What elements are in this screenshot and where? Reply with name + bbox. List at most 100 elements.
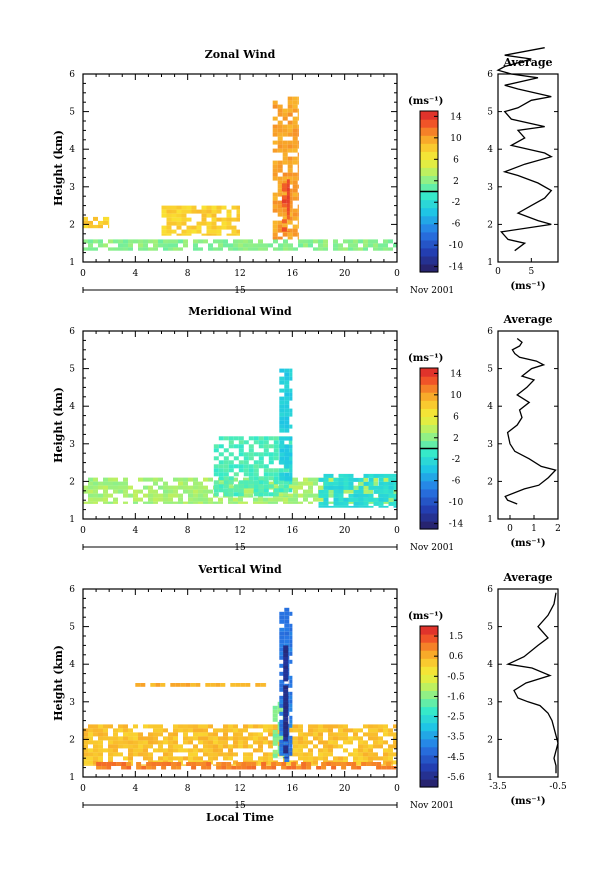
heatmap-cell [338, 243, 343, 248]
heatmap-cell [218, 752, 223, 757]
heatmap-cell [348, 243, 353, 248]
heatmap-cell [373, 489, 379, 494]
heatmap-cell [338, 744, 343, 749]
heatmap-cell [193, 481, 198, 486]
heatmap-cell [253, 464, 259, 469]
heatmap-cell [277, 132, 283, 137]
heatmap-cell [279, 452, 285, 457]
heatmap-cell [284, 452, 290, 457]
heatmap-cell [318, 724, 323, 729]
heatmap-cell [171, 213, 177, 218]
heatmap-cell [277, 164, 283, 169]
colorbar-tick-label: -6 [452, 477, 461, 487]
heatmap-cell [277, 140, 283, 145]
heatmap-cell [118, 740, 123, 745]
colorbar-segment [420, 448, 438, 458]
heatmap-cell [318, 756, 323, 761]
heatmap-cell [228, 728, 233, 733]
colorbar-segment [420, 472, 438, 482]
heatmap-cell [289, 611, 293, 616]
heatmap-cell [168, 744, 173, 749]
heatmap-cell [223, 728, 228, 733]
heatmap-cell [243, 440, 249, 445]
heatmap-cell [170, 683, 176, 687]
heatmap-cell [297, 236, 299, 240]
heatmap-cell [226, 221, 232, 226]
heatmap-cell [193, 732, 198, 737]
heatmap-cell [293, 477, 298, 482]
heatmap-cell [253, 452, 259, 457]
heatmap-cell [148, 752, 153, 757]
heatmap-cell [383, 764, 388, 766]
colorbar-tick-label: 6 [453, 412, 459, 422]
heatmap-cell [103, 501, 108, 504]
heatmap-cell [215, 683, 221, 687]
heatmap-cell [273, 724, 278, 729]
heatmap-cell [136, 766, 142, 770]
heatmap-cell [268, 752, 273, 757]
heatmap-cell [363, 243, 368, 248]
heatmap-cell [213, 752, 218, 757]
heatmap-cell [348, 505, 354, 508]
heatmap-cell [283, 488, 289, 493]
heatmap-cell [123, 247, 128, 251]
heatmap-cell [201, 766, 207, 770]
heatmap-cell [283, 239, 288, 244]
heatmap-cell [297, 124, 299, 129]
heatmap-cell [363, 752, 368, 757]
heatmap-cell [279, 719, 285, 724]
heatmap-cell [298, 736, 303, 741]
heatmap-cell [358, 485, 364, 490]
heatmap-cell [333, 501, 339, 506]
heatmap-cell [281, 231, 287, 232]
heatmap-cell [238, 247, 243, 251]
y-tick-label: 5 [69, 365, 75, 375]
heatmap-cell [143, 247, 148, 251]
heatmap-cell [313, 239, 318, 244]
heatmap-cell [188, 736, 193, 741]
heatmap-cell [148, 756, 153, 761]
heatmap-cell [279, 723, 285, 728]
heatmap-cell [223, 492, 229, 497]
heatmap-cell [268, 472, 274, 477]
heatmap-cell [158, 497, 163, 502]
heatmap-cell [123, 501, 128, 504]
heatmap-cell [96, 762, 102, 766]
heatmap-cell [283, 737, 289, 742]
avg-frame [497, 73, 559, 263]
heatmap-cell [263, 736, 268, 741]
heatmap-cell [203, 497, 208, 502]
heatmap-cell [298, 501, 303, 504]
heatmap-cell [277, 188, 283, 193]
heatmap-cell [93, 489, 98, 494]
heatmap-cell [238, 468, 244, 473]
heatmap-cell [203, 728, 208, 733]
heatmap-cell [153, 732, 158, 737]
heatmap-cell [284, 400, 290, 405]
heatmap-cell [279, 671, 285, 676]
heatmap-cell [223, 736, 228, 741]
heatmap-cell [273, 472, 279, 477]
heatmap-cell [298, 243, 303, 248]
heatmap-cell [291, 766, 297, 770]
heatmap-cell [283, 713, 289, 718]
heatmap-cell [323, 740, 328, 745]
heatmap-cell [363, 477, 368, 482]
heatmap-cell [284, 623, 290, 628]
heatmap-cell [163, 501, 168, 504]
heatmap-cell [178, 756, 183, 761]
avg-x-label: (ms⁻¹) [510, 538, 545, 549]
heatmap-cell [218, 501, 223, 504]
heatmap-cell [186, 233, 192, 236]
heatmap-cell [338, 481, 344, 486]
heatmap-cell [289, 472, 293, 477]
heatmap-cell [258, 452, 264, 457]
heatmap-cell [201, 233, 207, 236]
heatmap-cell [186, 229, 192, 234]
heatmap-cell [284, 464, 290, 469]
heatmap-cell [297, 232, 299, 237]
heatmap-cell [160, 683, 166, 687]
heatmap-cell [191, 205, 197, 210]
heatmap-cell [287, 104, 293, 109]
heatmap-cell [163, 243, 168, 248]
